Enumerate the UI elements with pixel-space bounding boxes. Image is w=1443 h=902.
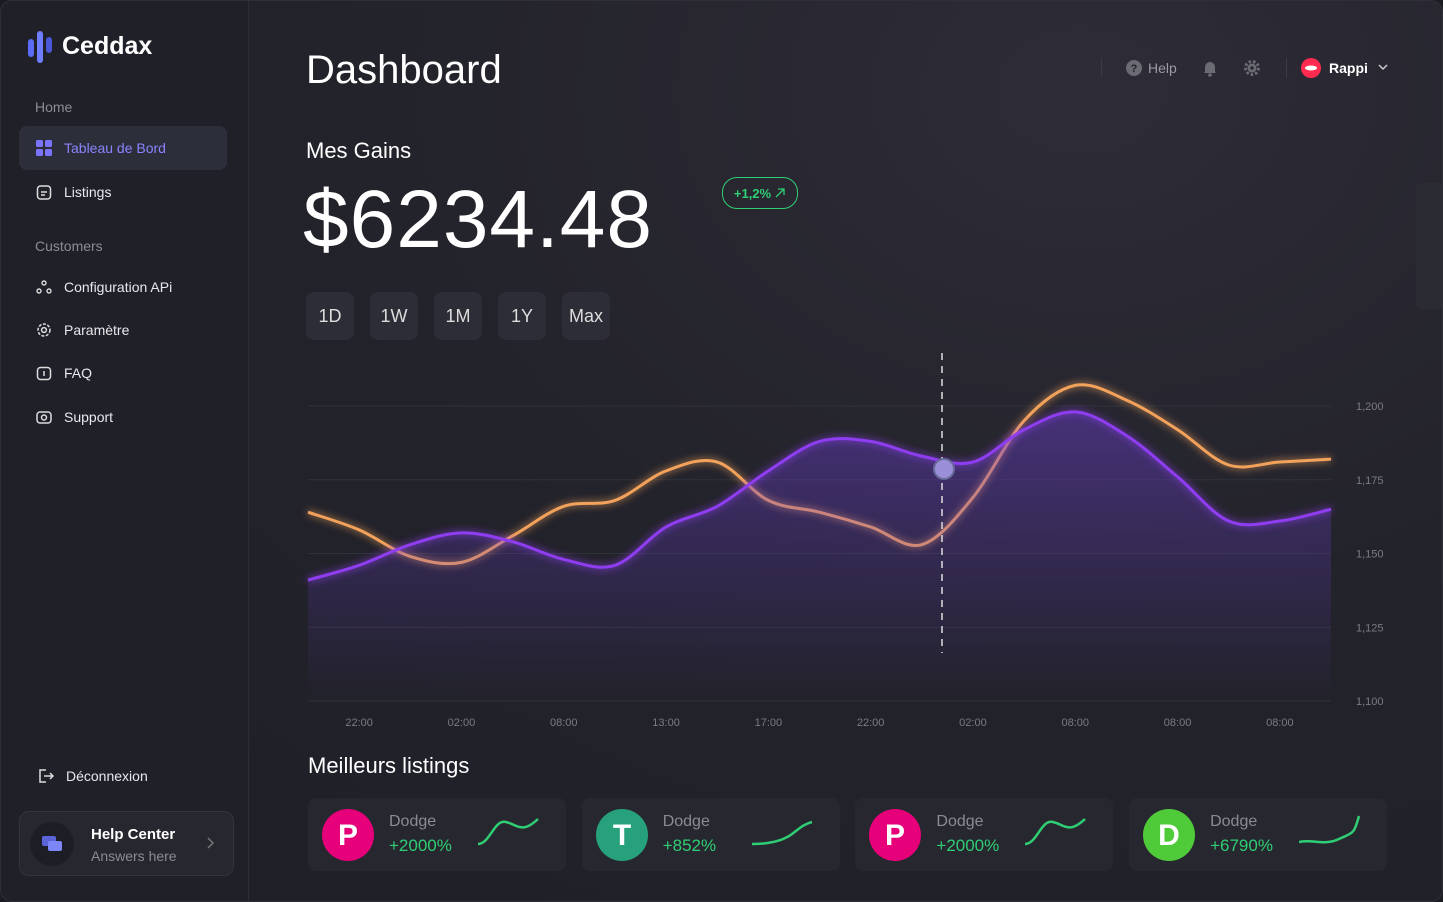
svg-text:T: T (613, 819, 631, 852)
help-title: Help Center (91, 826, 176, 843)
listing-card[interactable]: P Dodge +2000% (855, 798, 1114, 871)
listing-card[interactable]: D Dodge +6790% (1129, 798, 1388, 871)
sparkline (478, 818, 539, 846)
chevron (1378, 64, 1388, 71)
gains-title: Mes Gains (306, 138, 412, 163)
help-icon: ? (1126, 60, 1142, 76)
x-tick-label: 22:00 (857, 717, 885, 729)
gains-amount: $6234.48 (303, 174, 654, 265)
listing-name: Dodge (936, 813, 984, 830)
sparkline (751, 820, 813, 846)
coin-icon: P (869, 809, 922, 861)
coin-icon: P (322, 809, 374, 861)
logo (28, 31, 52, 63)
y-tick-label: 1,200 (1356, 401, 1384, 413)
x-tick-label: 22:00 (345, 717, 373, 729)
x-tick-label: 08:00 (1266, 717, 1294, 729)
section-title: Customers (35, 238, 103, 254)
help-icon (30, 822, 74, 866)
area (308, 411, 1331, 701)
nav-item[interactable]: Support (19, 395, 227, 439)
listing-name: Dodge (662, 813, 710, 830)
change-value: +1,2% (733, 185, 772, 201)
line (307, 410, 1332, 582)
nav-item[interactable]: Configuration APi (19, 265, 227, 309)
coin-icon: T (595, 809, 648, 861)
scroll-handle[interactable] (1416, 183, 1442, 309)
sparkline (1025, 818, 1087, 846)
logout[interactable]: Déconnexion (19, 754, 227, 798)
nav-label: FAQ (64, 365, 93, 381)
page-title: Dashboard (306, 48, 502, 92)
sparkline (1299, 815, 1361, 844)
period-button[interactable]: 1Y (498, 292, 546, 340)
help-subtitle: Answers here (91, 848, 177, 864)
y-tick-label: 1,150 (1356, 549, 1384, 561)
y-tick-label: 1,125 (1356, 622, 1384, 634)
section-title: Home (35, 99, 73, 115)
nav-label: Listings (64, 184, 112, 200)
y-tick-label: 1,175 (1356, 475, 1384, 487)
nav-item[interactable]: Listings (19, 170, 227, 214)
nav-item[interactable]: FAQ (19, 351, 227, 395)
help-link[interactable]: Help (1148, 60, 1177, 76)
period-button[interactable]: Max (562, 292, 610, 340)
x-tick-label: 02:00 (959, 717, 987, 729)
svg-text:P: P (885, 819, 905, 852)
nav-label: Paramètre (64, 322, 130, 338)
nav-label: Tableau de Bord (64, 140, 166, 156)
listings-title: Meilleurs listings (308, 753, 470, 778)
svg-text:?: ? (1131, 63, 1138, 75)
period-button[interactable]: 1D (306, 292, 354, 340)
x-tick-label: 08:00 (550, 717, 578, 729)
chevron (207, 837, 215, 849)
divider (1286, 58, 1287, 78)
nav-item[interactable]: Paramètre (19, 308, 227, 352)
x-tick-label: 02:00 (448, 717, 476, 729)
sidebar: Ceddax Home Tableau de Bord Listings Cus… (1, 1, 249, 901)
listing-card[interactable]: T Dodge +852% (581, 798, 840, 871)
x-tick-label: 08:00 (1164, 717, 1192, 729)
svg-text:D: D (1158, 819, 1180, 852)
x-tick-label: 08:00 (1061, 717, 1089, 729)
period-button[interactable]: 1M (434, 292, 482, 340)
listing-change: +6790% (1210, 836, 1273, 855)
settings[interactable] (1243, 59, 1261, 77)
nav-item[interactable]: Tableau de Bord (19, 126, 227, 170)
avatar (1301, 58, 1321, 78)
chart: 1,100 1,125 1,150 1,175 1,200 22:00 02:00 08:00… (307, 353, 1384, 729)
y-tick-label: 1,100 (1356, 696, 1384, 708)
hover-dot (933, 458, 955, 480)
x-tick-label: 13:00 (652, 717, 680, 729)
listing-name: Dodge (1210, 813, 1258, 830)
bell[interactable] (1201, 59, 1219, 77)
help-center[interactable]: Help Center Answers here (19, 811, 234, 876)
listing-change: +2000% (389, 836, 452, 855)
svg-text:P: P (338, 819, 358, 852)
period-button[interactable]: 1W (370, 292, 418, 340)
logout-label: Déconnexion (66, 768, 148, 784)
user-name[interactable]: Rappi (1329, 60, 1368, 76)
x-tick-label: 17:00 (755, 717, 783, 729)
change-badge: +1,2% (722, 177, 798, 209)
listing-change: +852% (662, 836, 717, 855)
divider (1101, 58, 1102, 78)
listing-change: +2000% (936, 836, 1000, 855)
brand: Ceddax (62, 32, 153, 60)
coin-icon: D (1143, 809, 1196, 861)
listing-card[interactable]: P Dodge +2000% (308, 798, 566, 871)
nav-label: Support (64, 409, 114, 425)
listing-name: Dodge (389, 813, 437, 830)
nav-label: Configuration APi (64, 279, 173, 295)
